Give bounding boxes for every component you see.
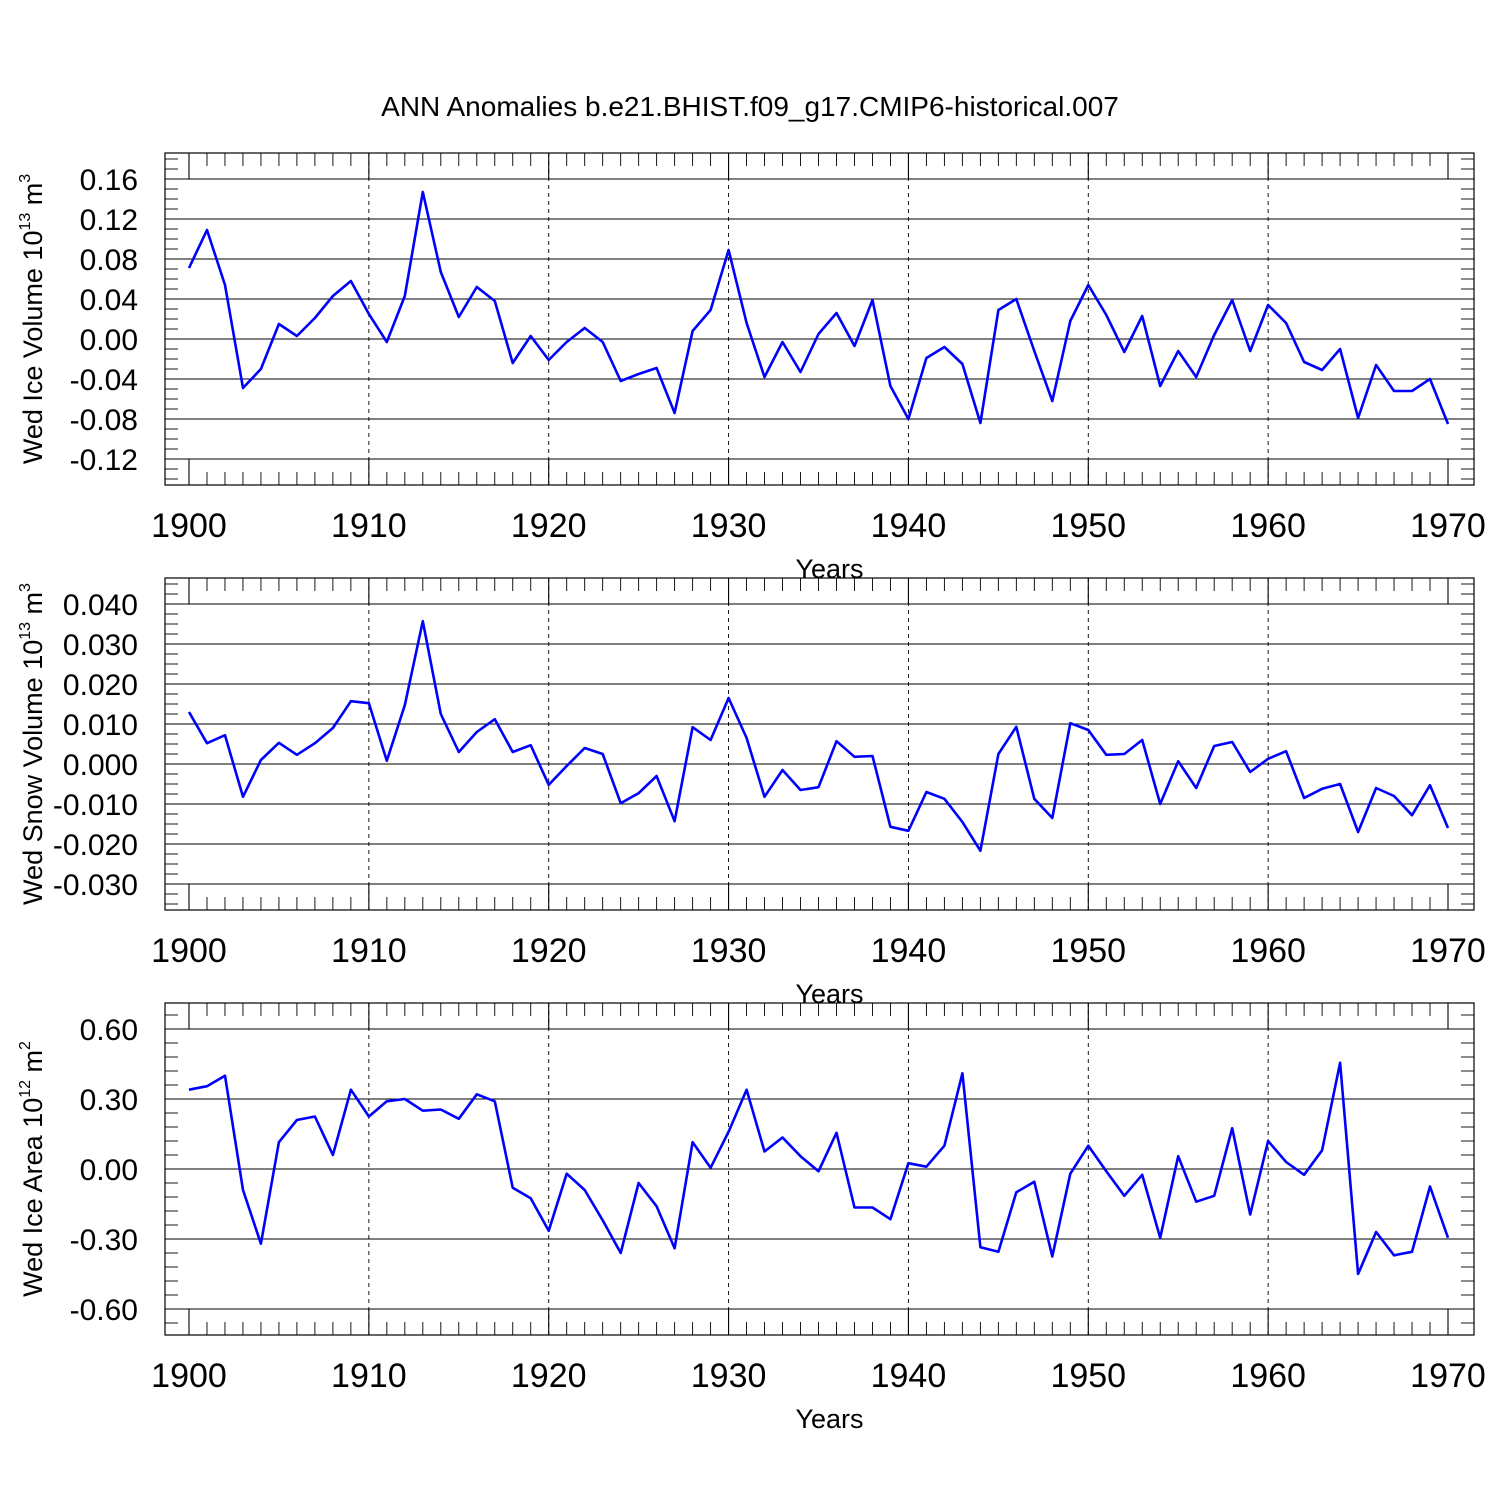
x-tick-label: 1910: [331, 1357, 407, 1395]
x-tick-label: 1940: [871, 932, 947, 970]
y-tick-label: -0.08: [70, 404, 138, 437]
y-tick-label: 0.12: [80, 204, 138, 237]
y-tick-label: 0.00: [80, 1154, 138, 1187]
x-tick-label: 1920: [511, 932, 587, 970]
y-tick-label: 0.000: [63, 749, 138, 782]
series-line: [187, 190, 1450, 425]
y-tick-label: 0.00: [80, 324, 138, 357]
y-tick-label: 0.040: [63, 589, 138, 622]
y-tick-label: 0.30: [80, 1084, 138, 1117]
x-tick-label: 1900: [151, 1357, 227, 1395]
y-tick-label: 0.60: [80, 1014, 138, 1047]
series-line: [187, 619, 1450, 853]
y-tick-label: 0.04: [80, 284, 138, 317]
panel-2: 1900 1910 1920 1930 1940 1950 1960 1970 Years -0.…: [17, 577, 1486, 1009]
y-tick-label: -0.010: [53, 789, 138, 822]
x-tick-label: 1970: [1410, 507, 1486, 545]
x-tick-label: 1900: [151, 932, 227, 970]
panel-1: 1900 1910 1920 1930 1940 1950 1960 1970 Years -0.…: [17, 152, 1486, 584]
x-tick-label: 1970: [1410, 932, 1486, 970]
y-tick-label: 0.020: [63, 669, 138, 702]
x-tick-label: 1920: [511, 507, 587, 545]
y-tick-label: -0.020: [53, 829, 138, 862]
x-axis-label: Years: [795, 1404, 863, 1434]
y-tick-label: -0.04: [70, 364, 138, 397]
x-tick-label: 1960: [1230, 1357, 1306, 1395]
x-tick-label: 1940: [871, 1357, 947, 1395]
x-tick-label: 1930: [691, 1357, 767, 1395]
y-tick-label: 0.030: [63, 629, 138, 662]
x-axis-label: Years: [795, 979, 863, 1009]
x-tick-label: 1950: [1050, 932, 1126, 970]
y-tick-label: 0.16: [80, 164, 138, 197]
x-tick-label: 1940: [871, 507, 947, 545]
y-tick-label: -0.12: [70, 444, 138, 477]
y-tick-label: -0.030: [53, 869, 138, 902]
y-axis-label: Wed Ice Area 1012 m2: [17, 1041, 48, 1297]
x-tick-label: 1920: [511, 1357, 587, 1395]
x-tick-label: 1910: [331, 932, 407, 970]
x-tick-label: 1960: [1230, 932, 1306, 970]
panel-3: 1900 1910 1920 1930 1940 1950 1960 1970 Years -0.…: [17, 1002, 1486, 1434]
chart-title: ANN Anomalies b.e21.BHIST.f09_g17.CMIP6-…: [381, 91, 1119, 122]
x-tick-label: 1960: [1230, 507, 1306, 545]
y-tick-label: 0.010: [63, 709, 138, 742]
y-tick-label: -0.60: [70, 1294, 138, 1327]
x-tick-label: 1950: [1050, 1357, 1126, 1395]
x-tick-label: 1930: [691, 932, 767, 970]
y-tick-label: 0.08: [80, 244, 138, 277]
series-line: [188, 1061, 1450, 1276]
y-tick-label: -0.30: [70, 1224, 138, 1257]
y-axis-label: Wed Snow Volume 1013 m3: [17, 583, 48, 905]
plot-frame: [164, 152, 1475, 486]
x-axis-label: Years: [795, 554, 863, 584]
x-tick-label: 1900: [151, 507, 227, 545]
y-axis-label: Wed Ice Volume 1013 m3: [17, 174, 48, 464]
x-tick-label: 1930: [691, 507, 767, 545]
x-tick-label: 1970: [1410, 1357, 1486, 1395]
x-tick-label: 1950: [1050, 507, 1126, 545]
plot-frame: [164, 577, 1475, 911]
panels: 1900 1910 1920 1930 1940 1950 1960 1970 Years -0.…: [17, 152, 1486, 1434]
x-tick-label: 1910: [331, 507, 407, 545]
